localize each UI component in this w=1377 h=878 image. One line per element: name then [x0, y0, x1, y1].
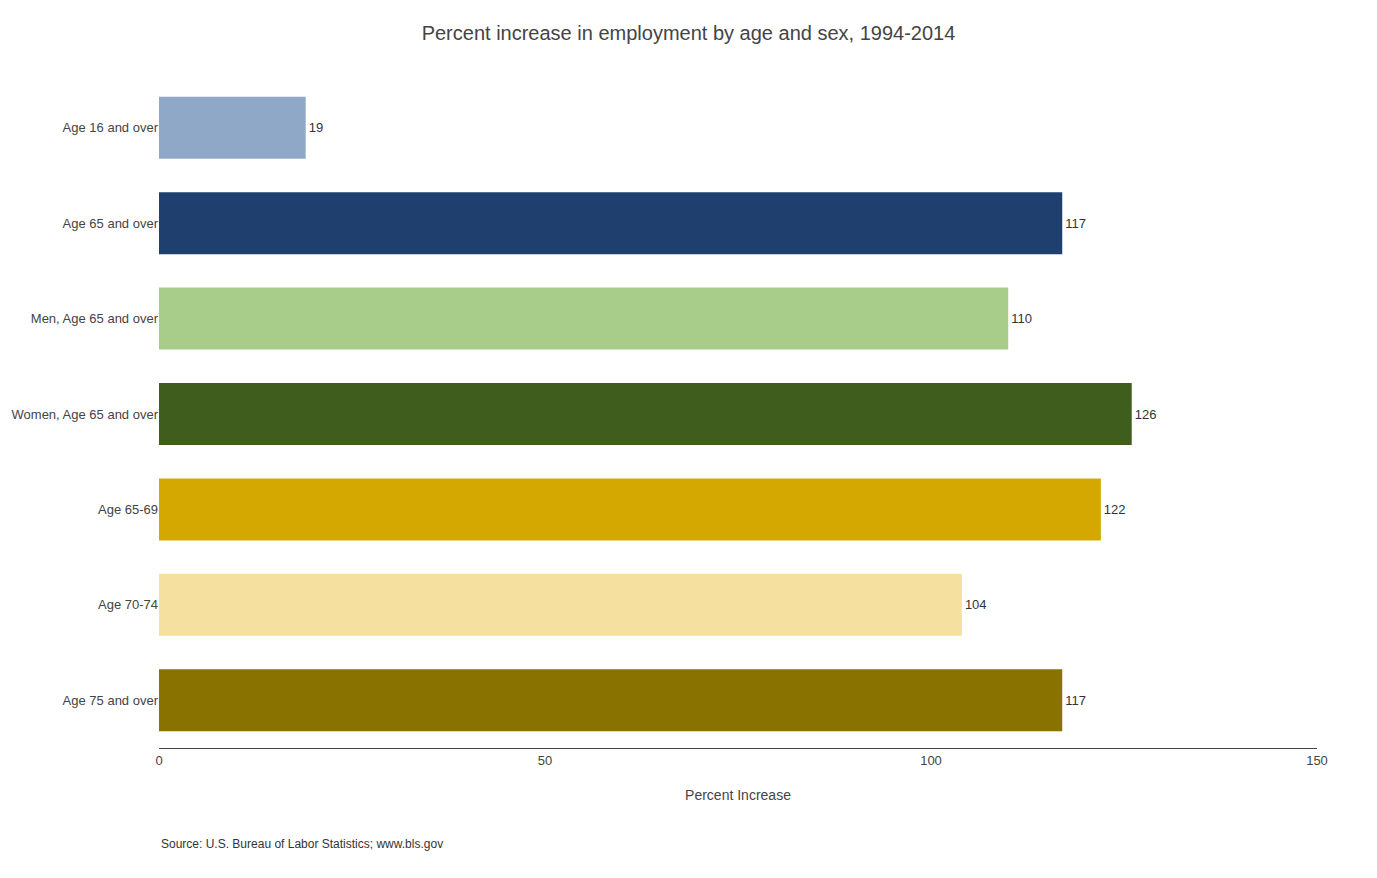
svg-text:Source: U.S. Bureau of Labor S: Source: U.S. Bureau of Labor Statistics;…: [161, 837, 443, 851]
svg-text:122: 122: [1104, 502, 1126, 517]
svg-text:117: 117: [1065, 693, 1086, 708]
svg-text:19: 19: [309, 120, 323, 135]
svg-text:104: 104: [965, 597, 987, 612]
svg-text:Age 70-74: Age 70-74: [98, 597, 158, 612]
svg-text:0: 0: [155, 753, 162, 768]
svg-text:Age 65-69: Age 65-69: [98, 502, 158, 517]
svg-text:150: 150: [1306, 753, 1328, 768]
svg-text:110: 110: [1011, 311, 1032, 326]
svg-text:Age 75 and over: Age 75 and over: [63, 693, 159, 708]
svg-text:Age 65 and over: Age 65 and over: [63, 216, 159, 231]
svg-text:Women, Age 65 and over: Women, Age 65 and over: [12, 407, 159, 422]
svg-text:Percent Increase: Percent Increase: [685, 787, 791, 803]
svg-text:100: 100: [920, 753, 942, 768]
svg-text:Percent increase in employment: Percent increase in employment by age an…: [422, 22, 956, 44]
svg-text:Age 16 and over: Age 16 and over: [63, 120, 159, 135]
svg-text:50: 50: [538, 753, 552, 768]
svg-text:126: 126: [1135, 407, 1157, 422]
svg-text:117: 117: [1065, 216, 1086, 231]
svg-text:Men, Age 65 and over: Men, Age 65 and over: [31, 311, 159, 326]
